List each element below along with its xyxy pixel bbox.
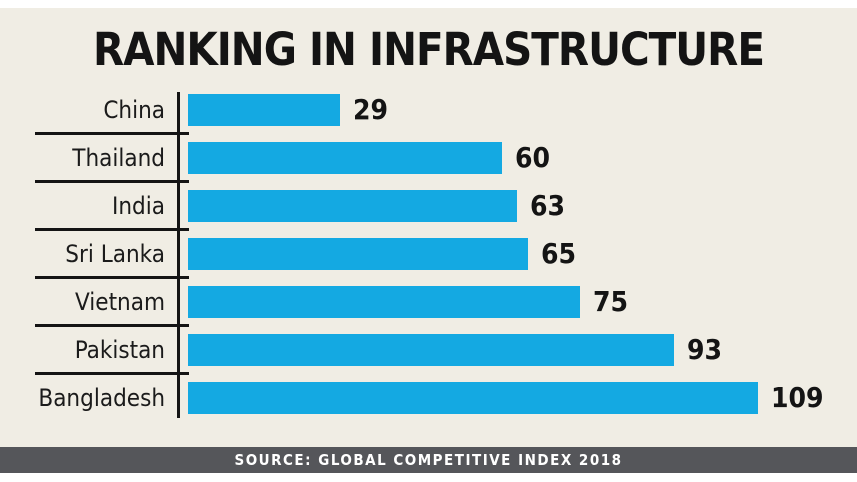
chart-row: China 29: [0, 86, 857, 136]
chart-row: Thailand 60: [0, 134, 857, 184]
row-separator: [35, 276, 189, 280]
chart-row: Pakistan 93: [0, 326, 857, 376]
bar-chart: China 29 Thailand 60 India 63 Sri Lanka 65 Vietn…: [0, 86, 857, 424]
bar: [188, 141, 502, 174]
category-label: Thailand: [72, 143, 165, 172]
chart-row: Vietnam 75: [0, 278, 857, 328]
chart-panel: RANKING IN INFRASTRUCTURE China 29 Thailan…: [0, 8, 857, 447]
row-separator: [35, 180, 189, 184]
bar: [188, 189, 517, 222]
bar: [188, 333, 674, 366]
category-label: Pakistan: [74, 335, 165, 364]
value-label: 29: [353, 93, 389, 127]
source-bar: SOURCE: GLOBAL COMPETITIVE INDEX 2018: [0, 447, 857, 473]
row-separator: [35, 132, 189, 136]
category-label: Sri Lanka: [65, 239, 165, 268]
chart-row: Bangladesh 109: [0, 374, 857, 422]
value-label: 75: [593, 285, 629, 319]
bottom-margin-strip: [0, 473, 857, 482]
bar: [188, 285, 580, 318]
value-label: 93: [687, 333, 723, 367]
top-margin-strip: [0, 0, 857, 8]
value-label: 63: [530, 189, 566, 223]
category-label: Vietnam: [75, 287, 165, 316]
chart-row: India 63: [0, 182, 857, 232]
bar: [188, 93, 340, 126]
row-separator: [35, 228, 189, 232]
bar: [188, 381, 758, 414]
source-text: SOURCE: GLOBAL COMPETITIVE INDEX 2018: [234, 451, 623, 469]
row-separator: [35, 372, 189, 376]
chart-title: RANKING IN INFRASTRUCTURE: [92, 23, 765, 76]
value-label: 65: [541, 237, 577, 271]
y-axis-line: [177, 91, 180, 418]
value-label: 60: [515, 141, 551, 175]
category-label: India: [112, 191, 165, 220]
chart-row: Sri Lanka 65: [0, 230, 857, 280]
category-label: China: [103, 95, 165, 124]
value-label: 109: [771, 381, 824, 415]
category-label: Bangladesh: [38, 383, 165, 412]
row-separator: [35, 324, 189, 328]
bar: [188, 237, 528, 270]
